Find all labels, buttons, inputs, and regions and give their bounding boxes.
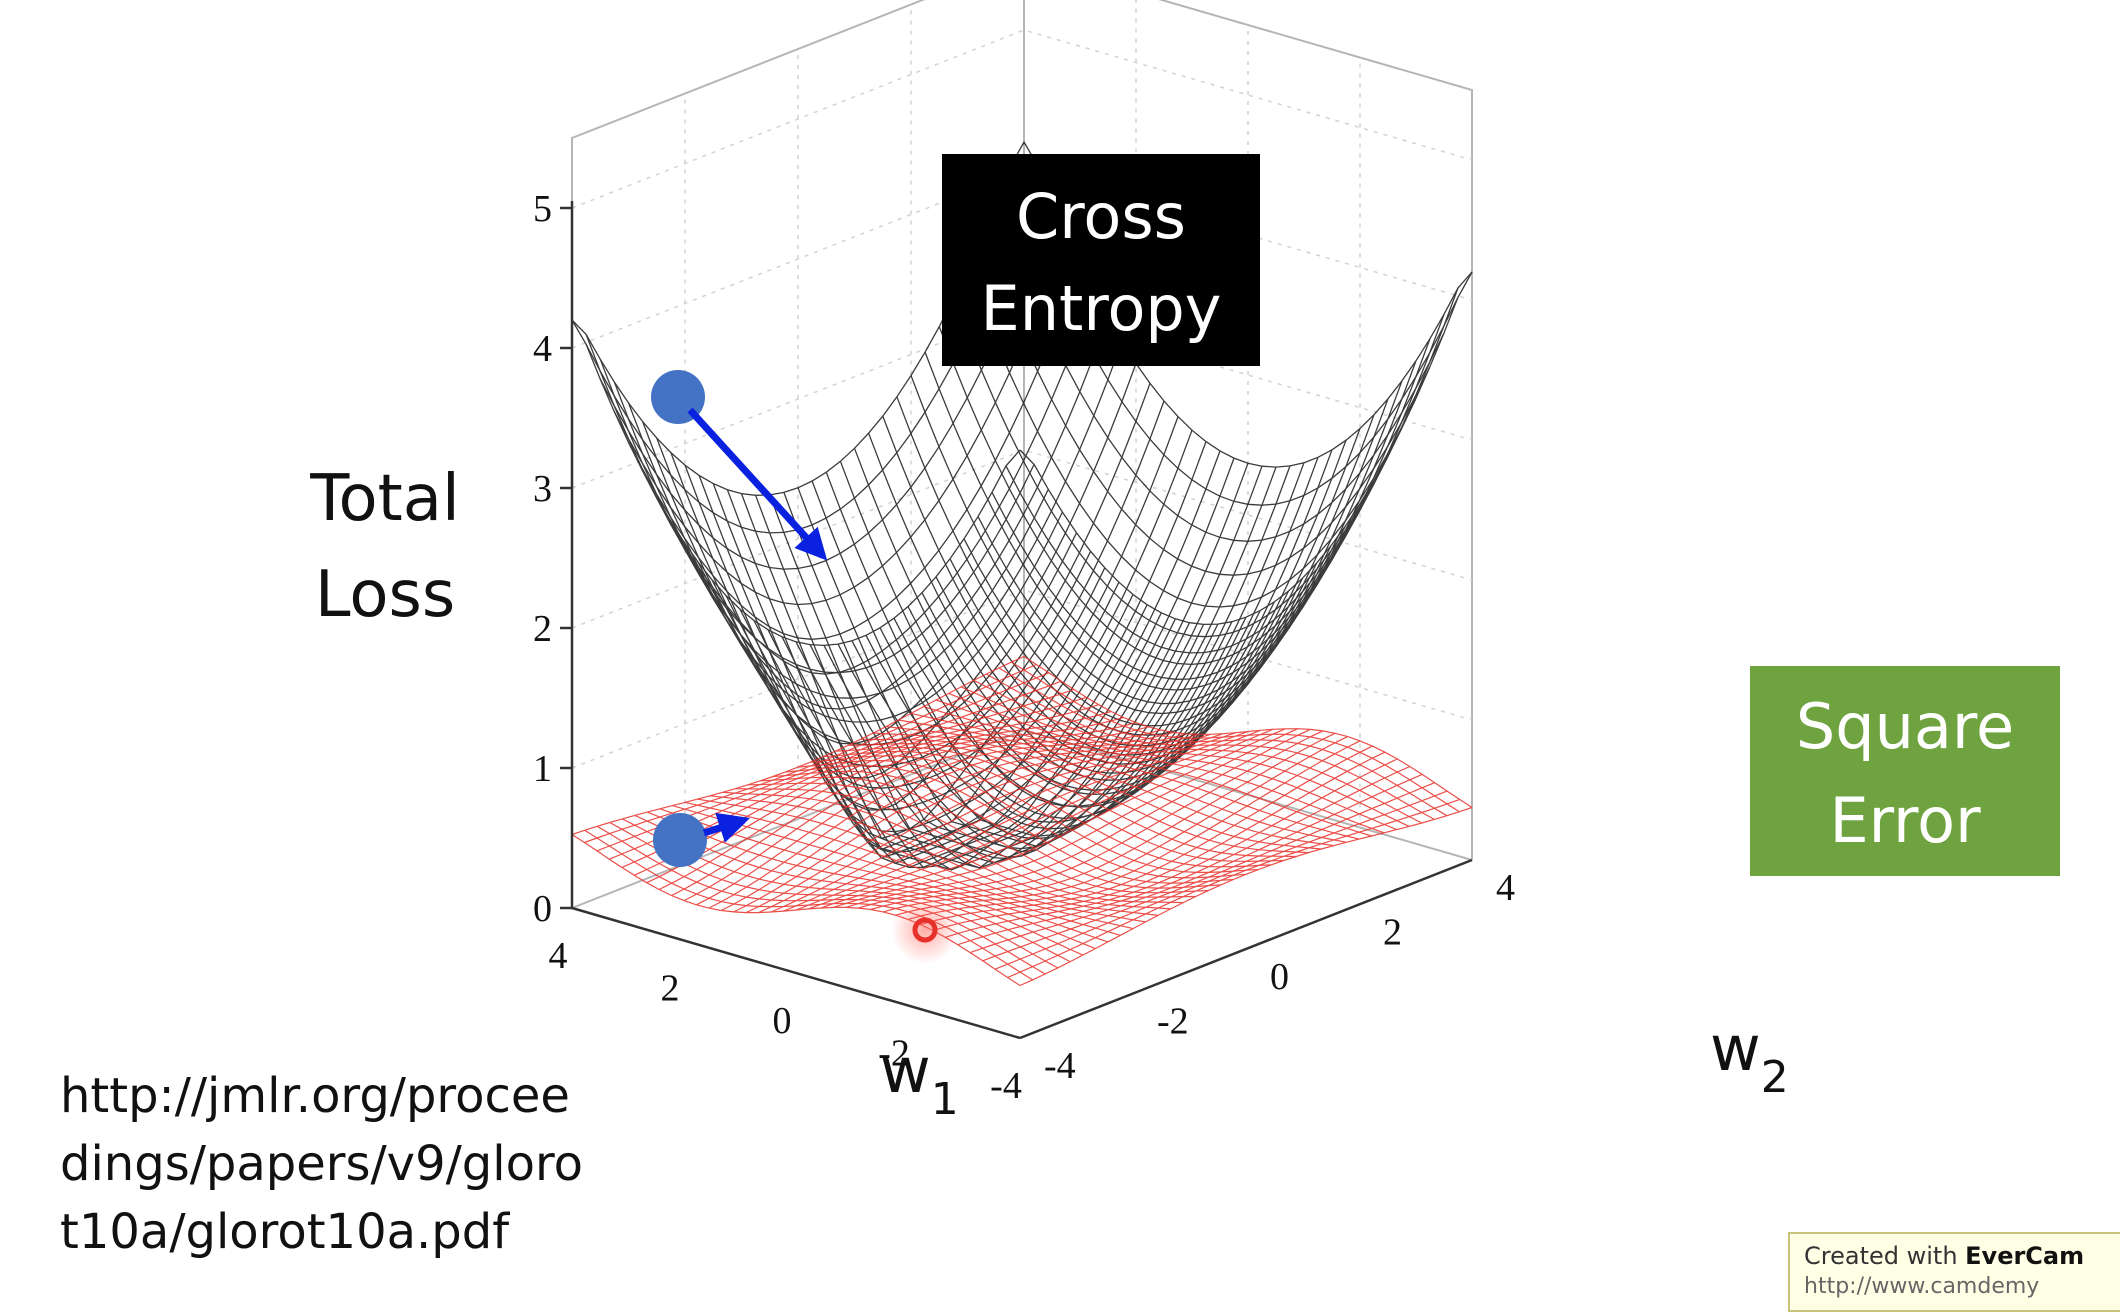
mesh-line [655,317,1109,710]
square-error-label-box: Square Error [1750,666,2060,876]
mesh-line [986,673,1435,820]
axes-box [571,0,1473,909]
pointer-glow [891,896,959,964]
mesh-line [973,679,1423,824]
mesh-line [613,381,1063,723]
x-tick-label: -4 [990,1065,1022,1107]
mesh-line [1023,655,1473,809]
z-axis-label-line1: Total [309,462,459,536]
y-axis-line [1019,858,1473,1040]
cross-entropy-label-box: Cross Entropy [942,154,1260,366]
grid-line-z [571,589,1473,769]
z-tick-label: 5 [533,188,552,230]
grid-line-z [571,29,1473,209]
watermark-prefix: Created with [1804,1242,1966,1270]
mesh-line [1011,661,1460,813]
y-axis-label: w2 [1710,1012,1789,1103]
mesh-line [711,400,1165,840]
mesh-line [825,471,1275,823]
z-axis-ticks: 0 1 2 3 4 5 [533,188,572,930]
mesh-line [627,263,1081,640]
x-axis-ticks: 4 2 0 -2 -4 [549,935,1022,1107]
mesh-line [585,334,1035,674]
square-error-label-line1: Square [1796,690,2014,763]
mesh-line [865,457,1319,830]
cross-entropy-gradient-arrow [687,407,828,561]
mesh-line [571,655,1025,836]
wall-outline [571,0,1473,908]
y-tick-label: 0 [1270,956,1289,998]
square-error-surface [571,655,1473,987]
mesh-line [571,319,1021,647]
evercam-watermark: Created with EverCam http://www.camdemy [1788,1232,2120,1312]
mesh-line [851,462,1305,840]
grid-line-z [571,309,1473,489]
z-tick-label: 3 [533,468,552,510]
watermark-brand: EverCam [1965,1242,2085,1270]
mesh-line [641,291,1095,675]
square-error-label-line2: Error [1829,784,1981,857]
pointer-dot [912,917,938,943]
square-error-gradient-arrow [702,812,750,843]
mesh-line [966,269,1417,608]
floor-back-edges [571,728,1473,909]
x-axis-label: w1 [880,1034,959,1125]
mesh-line [613,232,1067,606]
cross-entropy-label-line1: Cross [1016,180,1186,253]
y-tick-label: -4 [1044,1045,1076,1087]
watermark-url: http://www.camdemy [1804,1274,2040,1299]
z-axis-label-line2: Loss [315,558,455,632]
source-url-line-3: t10a/glorot10a.pdf [60,1204,510,1260]
y-axis-ticks: -4 -2 0 2 4 [1044,867,1515,1087]
mesh-line [669,341,1123,745]
mesh-line [980,237,1431,576]
mesh-line [839,461,1289,807]
mesh-line [633,696,1087,876]
mesh-line [998,667,1448,817]
x-axis-line [571,906,1021,1040]
mesh-line [982,782,1435,962]
x-tick-label: 4 [549,935,568,977]
y-tick-label: 2 [1383,912,1402,954]
x-tick-label: 0 [773,1000,792,1042]
source-url[interactable]: http://jmlr.org/procee dings/papers/v9/g… [60,1062,620,1266]
grid-line-z [571,169,1473,349]
z-tick-label: 2 [533,608,552,650]
x-tick-label: 2 [661,968,680,1010]
cross-entropy-label-line2: Entropy [981,272,1222,345]
mesh-line [753,441,1207,864]
mesh-line [960,686,1410,827]
source-url-line-1: http://jmlr.org/procee [60,1068,570,1124]
source-url-line-2: dings/papers/v9/gloro [60,1136,584,1192]
z-tick-label: 1 [533,748,552,790]
mesh-line [938,326,1388,666]
axes-lines [570,201,1473,1040]
y-tick-label: 4 [1496,867,1515,909]
mesh-line [995,203,1445,542]
mesh-line [948,692,1397,831]
mesh-line [910,375,1360,715]
mesh-line [924,351,1374,691]
mesh-line [952,298,1402,638]
mesh-line [739,429,1193,859]
y-tick-label: -2 [1157,1001,1189,1043]
mesh-line [683,363,1137,779]
z-tick-label: 0 [533,888,552,930]
mesh-line [697,383,1151,811]
mesh-line [740,493,1191,869]
mesh-line [584,663,1037,844]
square-error-start-point [653,813,707,867]
z-tick-label: 4 [533,328,552,370]
x-tick-label: -2 [878,1033,910,1075]
